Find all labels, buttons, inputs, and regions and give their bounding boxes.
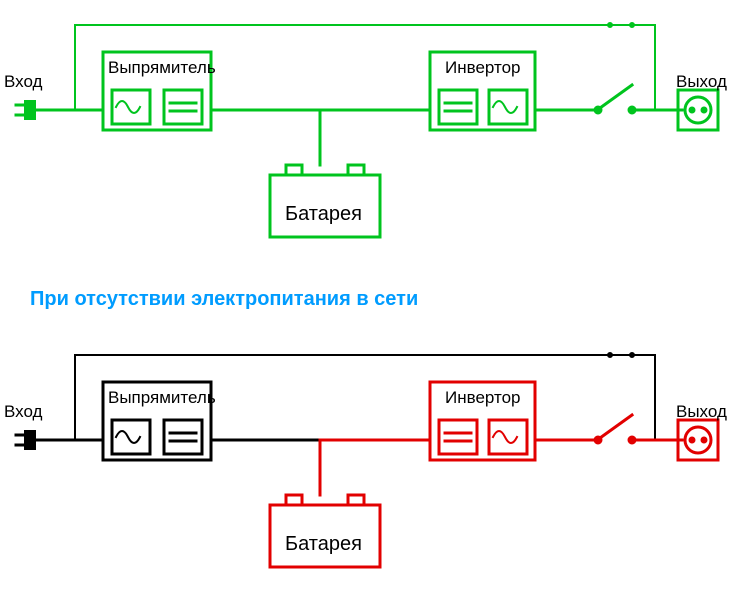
battery-label: Батарея [285,533,362,556]
inverter-label: Инвертор [445,388,521,408]
switch-icon [595,415,635,443]
plug-icon [16,430,55,450]
battery-block [270,495,380,567]
outlet-icon [678,420,718,460]
input-label: Вход [4,402,42,422]
rectifier-label: Выпрямитель [108,388,216,408]
output-label: Выход [676,402,727,422]
diagram-no-power [0,0,750,600]
